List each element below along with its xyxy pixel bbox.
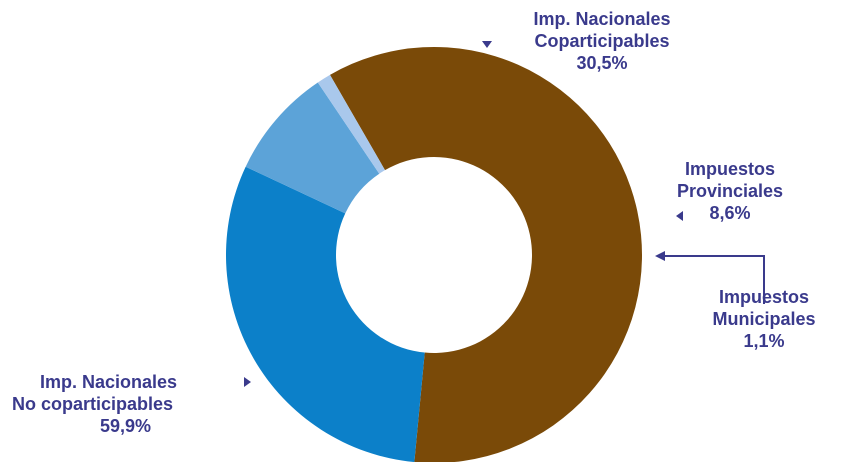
label-provinciales-line2: Provinciales	[676, 181, 784, 201]
label-municipales: Impuestos Municipales 1,1%	[684, 286, 844, 352]
municipales-leader-line	[662, 255, 765, 304]
label-provinciales-value: 8,6%	[709, 203, 751, 223]
label-municipales-line1: Impuestos	[718, 287, 810, 307]
slice-nacionales-no-coparticipables	[330, 47, 642, 462]
label-no-coparticipables-line2: No coparticipables	[12, 394, 174, 414]
slice-provinciales	[245, 82, 380, 214]
label-municipales-value: 1,1%	[743, 331, 785, 351]
pointer-provinciales-icon	[676, 211, 683, 221]
label-nacionales-no-coparticipables: Imp. Nacionales No coparticipables 59,9%	[12, 371, 252, 437]
pointer-nacionales-coparticipables-icon	[482, 41, 492, 48]
label-provinciales-line1: Impuestos	[684, 159, 776, 179]
pointer-no-coparticipables-icon	[244, 377, 251, 387]
slice-municipales	[317, 74, 385, 174]
label-nacionales-coparticipables-line1: Imp. Nacionales	[533, 9, 671, 29]
label-nacionales-coparticipables-line2: Coparticipables	[534, 31, 670, 51]
label-provinciales: Impuestos Provinciales 8,6%	[650, 158, 810, 224]
label-nacionales-coparticipables: Imp. Nacionales Coparticipables 30,5%	[495, 8, 709, 74]
label-no-coparticipables-value: 59,9%	[100, 416, 152, 436]
label-no-coparticipables-line1: Imp. Nacionales	[40, 372, 178, 392]
label-nacionales-coparticipables-value: 30,5%	[576, 53, 628, 73]
municipales-arrow-head	[655, 251, 665, 261]
donut-slices	[226, 47, 642, 462]
label-municipales-line2: Municipales	[712, 309, 816, 329]
slice-nacionales-coparticipables	[226, 166, 425, 462]
